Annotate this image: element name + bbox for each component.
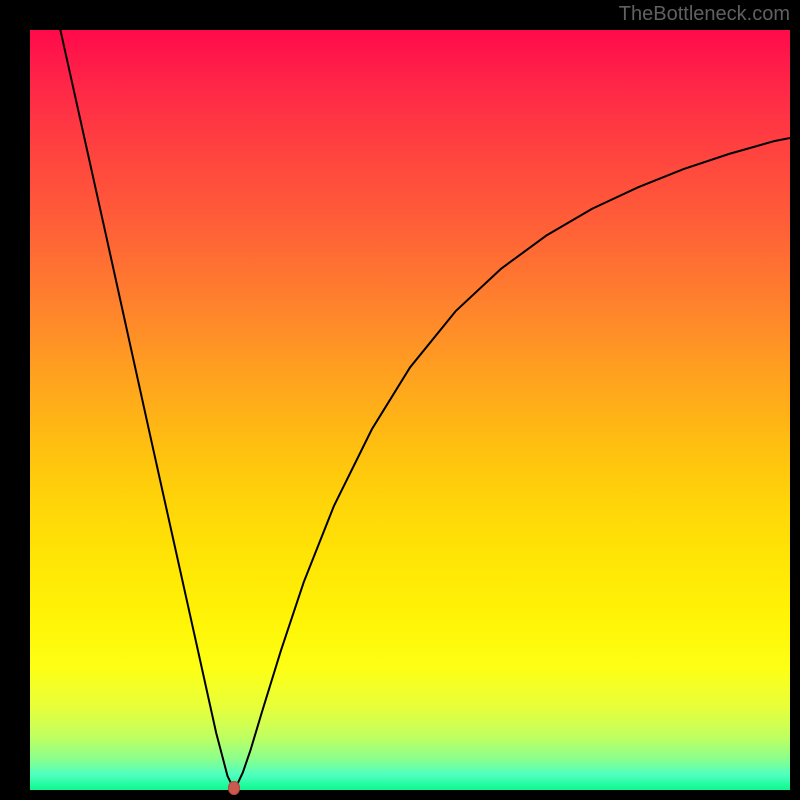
chart-root: TheBottleneck.com [0,0,800,800]
bottleneck-curve [60,30,790,788]
watermark-text: TheBottleneck.com [619,3,790,26]
curve-layer [30,30,790,790]
minimum-marker [228,781,240,795]
